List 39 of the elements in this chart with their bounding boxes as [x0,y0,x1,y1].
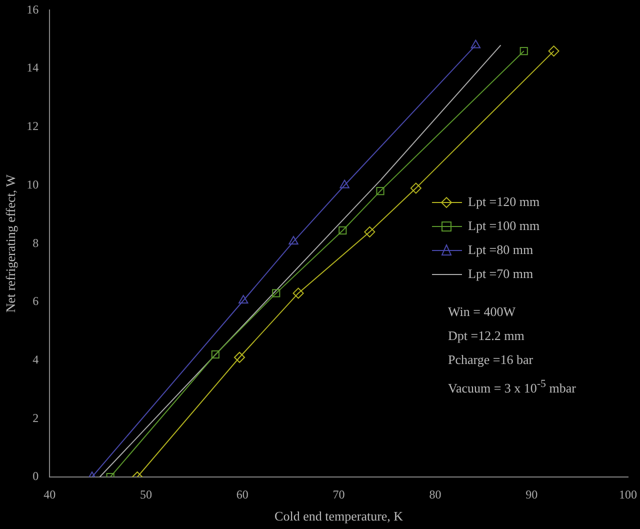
point [211,350,220,358]
x-tick-label: 90 [526,487,538,502]
point [364,226,376,238]
x-tick-label: 40 [44,487,56,502]
y-tick-label: 14 [26,60,39,75]
y-axis-title: Net refrigerating effect, W [3,174,18,313]
x-axis-title: Cold end temperature, K [274,508,404,524]
legend-label: Lpt =70 mm [468,266,534,282]
legend-label: Lpt =120 mm [468,194,540,210]
point [292,288,304,299]
y-tick-label: 0 [32,469,39,484]
y-tick-label: 6 [32,294,39,308]
legend-label: Lpt =80 mm [468,242,534,258]
point [238,294,248,304]
point [548,46,560,57]
annotation: Win = 400W [448,303,516,321]
point [234,352,246,363]
annotation: Dpt =12.2 mm [448,327,526,345]
y-tick-label: 16 [26,2,39,16]
x-tick-label: 50 [140,487,152,502]
point [272,289,280,298]
point [376,187,384,196]
annotation: Pcharge =16 bar [448,351,534,369]
legend-label: Lpt =100 mm [468,218,540,234]
annotation: Vacuum = 3 x 10$^{-5}$ mbar [448,377,576,398]
y-tick-label: 4 [32,352,39,366]
point [410,182,422,194]
point [520,47,528,56]
point [340,180,350,188]
x-tick-label: 80 [429,487,442,502]
x-tick-label: 70 [332,487,345,502]
y-tick-label: 10 [26,177,39,192]
x-tick-label: 100 [619,487,637,502]
y-tick-label: 2 [32,410,39,425]
point [288,236,298,245]
point [338,226,347,235]
x-tick-label: 60 [236,487,248,502]
y-tick-label: 8 [32,236,39,250]
y-tick-label: 12 [26,119,39,134]
